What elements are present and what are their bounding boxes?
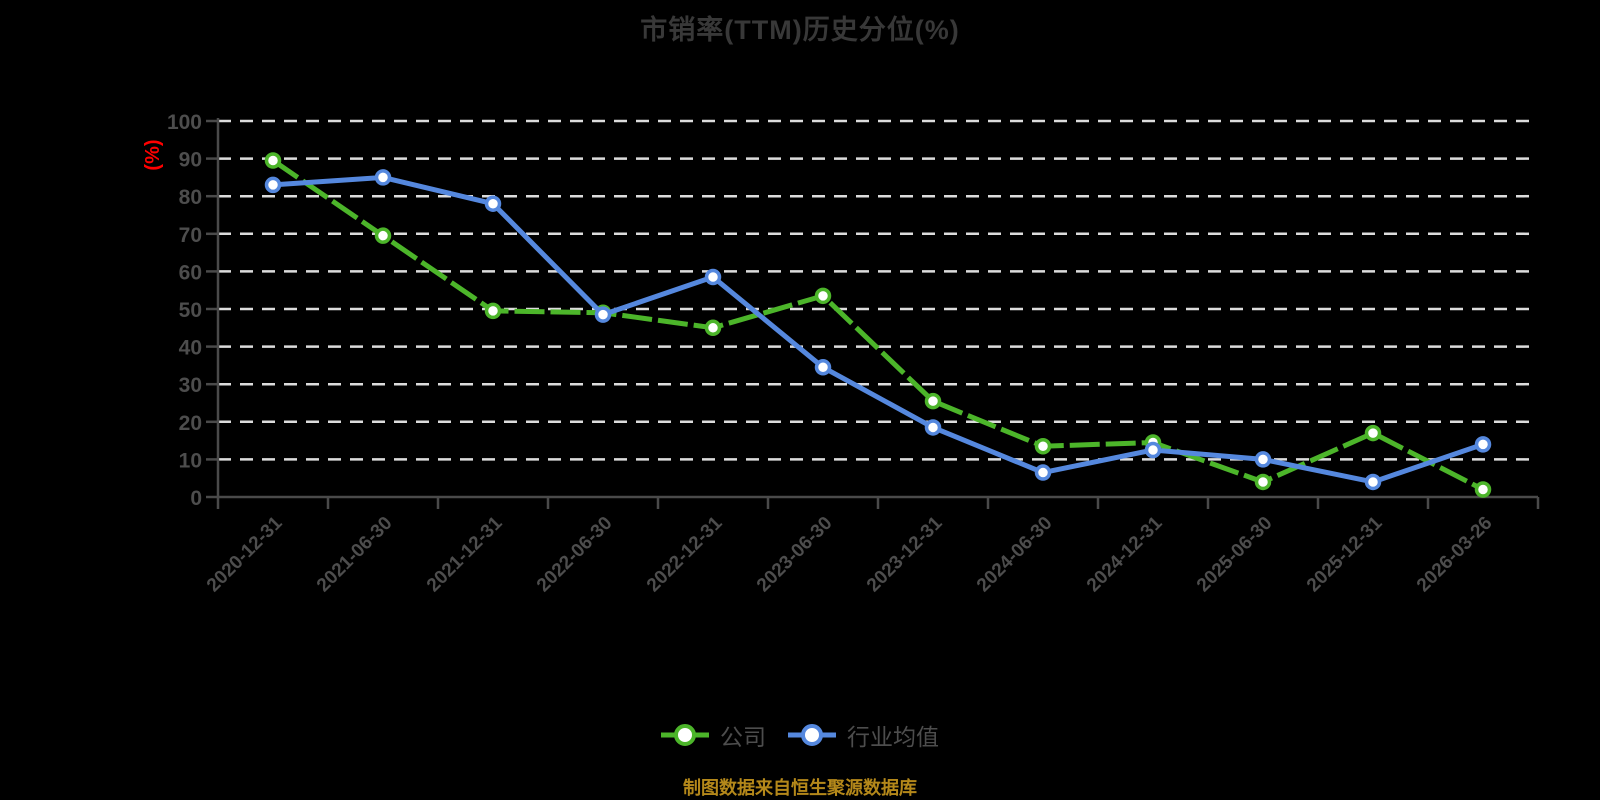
y-tick-label: 80 xyxy=(179,186,202,209)
data-point-industry-average[interactable] xyxy=(264,176,282,194)
x-tick-label: 2024-06-30 xyxy=(973,513,1057,597)
data-point-industry-average[interactable] xyxy=(1034,464,1052,481)
data-point-company[interactable] xyxy=(1034,437,1052,455)
data-point-company[interactable] xyxy=(1364,424,1382,442)
data-point-company[interactable] xyxy=(924,392,942,410)
chart-legend: 公司 行业均值 xyxy=(0,718,1600,752)
y-tick-label: 40 xyxy=(179,337,202,360)
data-point-industry-average[interactable] xyxy=(924,419,942,436)
x-tick-label: 2021-12-31 xyxy=(423,512,507,596)
series-line-company xyxy=(271,158,1485,492)
y-tick-label: 70 xyxy=(179,224,202,247)
data-point-company[interactable] xyxy=(264,152,282,169)
data-point-industry-average[interactable] xyxy=(704,268,722,286)
data-point-industry-average[interactable] xyxy=(1364,473,1382,491)
data-point-company[interactable] xyxy=(1254,473,1272,491)
legend-item-industry-average[interactable]: 行业均值 xyxy=(788,718,939,752)
chart-title: 市销率(TTM)历史分位(%) xyxy=(640,15,960,45)
data-point-industry-average[interactable] xyxy=(1254,451,1272,468)
x-tick-label: 2025-12-31 xyxy=(1303,512,1387,596)
x-tick-label: 2021-06-30 xyxy=(313,513,397,597)
y-tick-label: 50 xyxy=(179,299,202,322)
data-point-company[interactable] xyxy=(704,319,722,337)
x-tick-label: 2022-06-30 xyxy=(533,513,617,597)
y-tick-label: 10 xyxy=(179,449,202,472)
legend-label: 公司 xyxy=(720,724,766,750)
x-tick-label: 2023-06-30 xyxy=(753,513,837,597)
x-tick-label: 2026-03-26 xyxy=(1413,513,1497,597)
data-point-industry-average[interactable] xyxy=(814,359,832,376)
data-point-company[interactable] xyxy=(374,227,392,244)
x-tick-label: 2022-12-31 xyxy=(643,512,727,596)
data-point-company[interactable] xyxy=(1474,481,1492,498)
data-point-industry-average[interactable] xyxy=(1474,436,1492,453)
y-tick-label: 0 xyxy=(190,487,202,510)
y-tick-label: 100 xyxy=(167,111,202,134)
y-tick-label: 60 xyxy=(179,261,202,284)
x-tick-label: 2023-12-31 xyxy=(863,512,947,596)
data-point-industry-average[interactable] xyxy=(484,195,502,212)
x-tick-label: 2025-06-30 xyxy=(1193,513,1277,597)
industry-average-series-marker-icon xyxy=(788,724,836,746)
y-tick-label: 20 xyxy=(179,412,202,435)
data-point-industry-average[interactable] xyxy=(594,306,612,323)
data-point-company[interactable] xyxy=(484,302,502,320)
line-chart-plot: 0 10 20 30 40 50 60 70 80 90 100(%) 2020-12-31 2021-… xyxy=(142,111,1540,597)
x-tick-label: 2020-12-31 xyxy=(203,512,287,596)
data-point-industry-average[interactable] xyxy=(374,169,392,186)
y-tick-label: 30 xyxy=(179,374,202,397)
series-line-industry-average xyxy=(272,174,1484,485)
data-point-industry-average[interactable] xyxy=(1144,441,1162,459)
legend-item-company[interactable]: 公司 xyxy=(661,718,766,752)
company-series-marker-icon xyxy=(661,724,709,746)
x-tick-label: 2024-12-31 xyxy=(1083,512,1167,596)
data-source-note: 制图数据来自恒生聚源数据库 xyxy=(683,778,917,798)
y-axis-unit-label: (%) xyxy=(142,139,164,170)
data-point-company[interactable] xyxy=(814,287,832,305)
legend-label: 行业均值 xyxy=(847,724,939,750)
y-tick-label: 90 xyxy=(179,149,202,172)
